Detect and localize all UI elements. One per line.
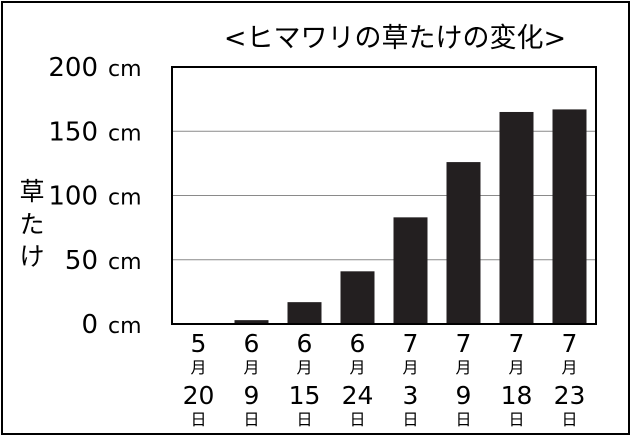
x-tick-month: 7 xyxy=(403,329,419,358)
y-tick-unit: cm xyxy=(108,250,142,275)
y-tick-label: 150 xyxy=(48,117,98,147)
x-tick-day: 23 xyxy=(554,381,586,410)
y-tick-unit: cm xyxy=(108,314,142,339)
y-tick-label: 0 xyxy=(81,310,98,340)
y-axis-label-char: た xyxy=(19,210,44,239)
x-tick-day: 9 xyxy=(244,381,260,410)
bar xyxy=(446,162,481,324)
bar xyxy=(287,302,322,324)
y-axis-label: 草 た け xyxy=(19,177,44,271)
bar xyxy=(393,217,428,324)
x-tick-month-unit: 月 xyxy=(508,358,524,377)
x-tick-month: 7 xyxy=(456,329,472,358)
x-tick-month: 7 xyxy=(509,329,525,358)
bar xyxy=(552,109,587,324)
x-tick-month: 7 xyxy=(562,329,578,358)
y-axis-ticks: 0 cm 50 cm 100 cm 150 cm 200 cm xyxy=(48,53,141,340)
x-tick-month: 5 xyxy=(191,329,207,358)
x-tick-day-unit: 日 xyxy=(349,410,365,429)
plot-area-border xyxy=(171,66,597,325)
chart-title: <ヒマワリの草たけの変化> xyxy=(224,23,566,54)
x-tick-month-unit: 月 xyxy=(402,358,418,377)
x-tick-day-unit: 日 xyxy=(561,410,577,429)
x-tick-day: 15 xyxy=(289,381,321,410)
y-axis-label-char: 草 xyxy=(19,177,44,206)
x-tick-month-unit: 月 xyxy=(190,358,206,377)
x-tick-day-unit: 日 xyxy=(455,410,471,429)
bar xyxy=(499,111,534,324)
x-tick-day: 9 xyxy=(456,381,472,410)
x-tick-month: 6 xyxy=(297,329,313,358)
x-tick-day-unit: 日 xyxy=(296,410,312,429)
x-tick-day: 24 xyxy=(342,381,374,410)
y-tick-label: 200 xyxy=(48,53,98,83)
y-tick-unit: cm xyxy=(108,57,142,82)
x-tick-month-unit: 月 xyxy=(349,358,365,377)
y-tick-unit: cm xyxy=(108,121,142,146)
x-tick-day-unit: 日 xyxy=(402,410,418,429)
x-tick-month-unit: 月 xyxy=(243,358,259,377)
x-tick-day-unit: 日 xyxy=(190,410,206,429)
x-tick-day: 3 xyxy=(403,381,419,410)
x-tick-month: 6 xyxy=(244,329,260,358)
x-tick-month-unit: 月 xyxy=(561,358,577,377)
bar xyxy=(234,320,269,324)
y-tick-label: 50 xyxy=(65,246,98,276)
x-tick-month-unit: 月 xyxy=(455,358,471,377)
y-tick-label: 100 xyxy=(48,182,98,212)
bars xyxy=(234,109,587,324)
bar xyxy=(340,271,375,324)
y-tick-unit: cm xyxy=(108,186,142,211)
x-tick-month: 6 xyxy=(350,329,366,358)
x-tick-day-unit: 日 xyxy=(508,410,524,429)
y-axis-label-char: け xyxy=(19,242,44,271)
x-tick-day: 20 xyxy=(183,381,215,410)
x-tick-day: 18 xyxy=(501,381,533,410)
x-tick-day-unit: 日 xyxy=(243,410,259,429)
x-tick-month-unit: 月 xyxy=(296,358,312,377)
